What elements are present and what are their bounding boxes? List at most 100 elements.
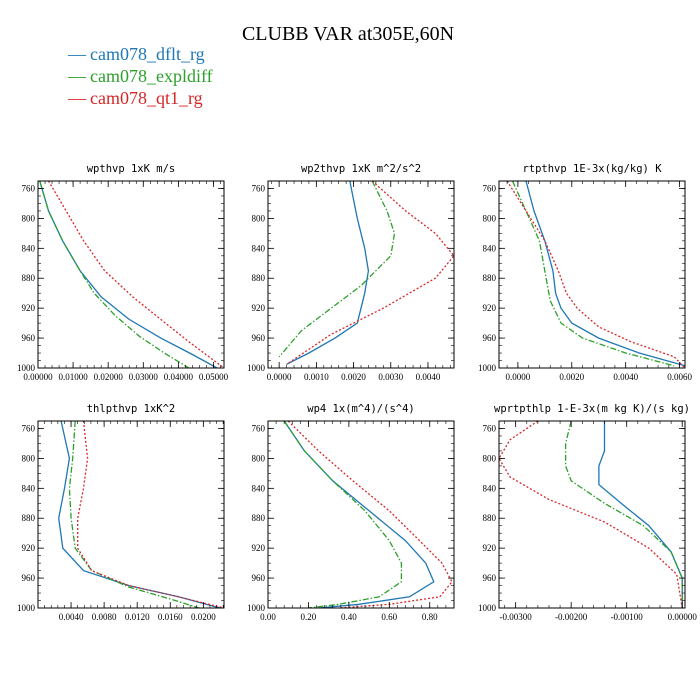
y-tick-label: 960 <box>483 573 497 583</box>
x-tick-label: 0.0010 <box>304 372 329 382</box>
legend-label-expldiff: cam078_expldiff <box>90 66 213 86</box>
series-line-2 <box>39 181 190 368</box>
series-line-2 <box>68 421 200 608</box>
y-tick-label: 1000 <box>247 603 266 613</box>
x-tick-label: -0.00100 <box>611 612 644 622</box>
panel-title: wprtpthlp 1-E-3x(m kg K)/(s kg) <box>494 403 690 415</box>
y-tick-label: 840 <box>22 243 36 253</box>
y-tick-label: 880 <box>252 513 266 523</box>
x-tick-label: 0.03000 <box>129 372 159 382</box>
series-line-3 <box>499 421 683 608</box>
x-tick-label: 0.02000 <box>94 372 124 382</box>
panel-6: wprtpthlp 1-E-3x(m kg K)/(s kg) 760 800 840… <box>478 403 697 622</box>
x-tick-label: 0.0020 <box>559 372 584 382</box>
y-tick-label: 960 <box>252 333 266 343</box>
figure-title: CLUBB VAR at305E,60N <box>242 23 454 45</box>
x-tick-label: -0.00300 <box>500 612 533 622</box>
series-line-3 <box>287 421 453 608</box>
y-tick-label: 800 <box>483 453 497 463</box>
y-tick-label: 920 <box>22 303 36 313</box>
y-tick-label: 760 <box>22 423 36 433</box>
y-tick-label: 880 <box>483 273 497 283</box>
series-line-2 <box>511 181 675 367</box>
panel-title: wp4 1x(m^4)/(s^4) <box>307 403 414 415</box>
legend-label-dflt: cam078_dflt_rg <box>90 44 205 64</box>
plot-frame <box>498 420 686 609</box>
y-tick-label: 760 <box>252 183 266 193</box>
series-line-3 <box>286 181 454 365</box>
series-line-2 <box>278 181 396 358</box>
y-tick-label: 880 <box>22 273 36 283</box>
series-line-2 <box>283 421 403 608</box>
series-line-1 <box>286 181 370 365</box>
x-tick-label: 0.05000 <box>199 372 229 382</box>
x-tick-label: 0.0060 <box>667 372 692 382</box>
y-tick-label: 760 <box>22 183 36 193</box>
y-tick-label: 920 <box>483 543 497 553</box>
x-tick-label: 0.00000 <box>23 372 53 382</box>
y-tick-label: 800 <box>22 213 36 223</box>
x-tick-label: 0.04000 <box>164 372 194 382</box>
y-tick-label: 760 <box>252 423 266 433</box>
panel-5: wp4 1x(m^4)/(s^4)76080084088092096010000… <box>247 403 455 622</box>
y-tick-label: 840 <box>252 483 266 493</box>
panel-1: wpthvp 1xK m/s 760 800 840 880 920 960 10000.00… <box>17 163 229 382</box>
x-tick-label: 0.0030 <box>378 372 403 382</box>
y-tick-label: 920 <box>252 303 266 313</box>
y-tick-label: 800 <box>22 453 36 463</box>
y-tick-label: 880 <box>22 513 36 523</box>
legend-mark-qt1: — <box>67 88 87 108</box>
x-tick-label: 0.0200 <box>191 612 216 622</box>
legend-mark-dflt: — <box>67 44 87 64</box>
x-tick-label: 0.0040 <box>613 372 638 382</box>
y-tick-label: 800 <box>483 213 497 223</box>
x-tick-label: 0.0120 <box>125 612 150 622</box>
y-tick-label: 840 <box>22 483 36 493</box>
y-tick-label: 920 <box>22 543 36 553</box>
panel-2: wp2thvp 1xK m^2/s^2 760 800 840 880 920 960 100… <box>247 163 455 382</box>
series-line-1 <box>283 421 435 608</box>
panel-title: wpthvp 1xK m/s <box>87 163 176 175</box>
y-tick-label: 800 <box>252 213 266 223</box>
series-line-3 <box>506 181 685 368</box>
y-tick-label: 960 <box>22 573 36 583</box>
legend: — cam078_dflt_rg — cam078_expldiff — cam… <box>67 44 213 108</box>
series-line-1 <box>525 181 685 367</box>
y-tick-label: 960 <box>483 333 497 343</box>
panel-4: thlpthvp 1xK^2 760 800 840 880 920 960 1000 0.00… <box>17 403 225 622</box>
y-tick-label: 920 <box>252 543 266 553</box>
panels: wpthvp 1xK m/s76080084088092096010000.00… <box>17 163 697 622</box>
series-line-2 <box>564 421 683 608</box>
x-tick-label: 0.80 <box>422 612 438 622</box>
y-tick-label: 960 <box>252 573 266 583</box>
plot-frame <box>37 420 225 609</box>
y-tick-label: 1000 <box>17 363 36 373</box>
x-tick-label: 0.20 <box>301 612 317 622</box>
series-line-1 <box>39 181 218 368</box>
legend-mark-expldiff: — <box>67 66 87 86</box>
y-tick-label: 840 <box>252 243 266 253</box>
x-tick-label: 0.01000 <box>58 372 88 382</box>
panel-title: thlpthvp 1xK^2 <box>87 403 176 415</box>
y-tick-label: 1000 <box>17 603 36 613</box>
x-tick-label: -0.00200 <box>555 612 588 622</box>
x-tick-label: 0.00 <box>260 612 276 622</box>
y-tick-label: 960 <box>22 333 36 343</box>
y-tick-label: 920 <box>483 303 497 313</box>
x-tick-label: 0.60 <box>381 612 397 622</box>
y-tick-label: 760 <box>483 423 497 433</box>
panel-title: rtpthvp 1E-3x(kg/kg) K <box>522 163 662 175</box>
series-line-1 <box>58 421 221 608</box>
x-tick-label: 0.0040 <box>416 372 441 382</box>
y-tick-label: 880 <box>252 273 266 283</box>
x-tick-label: 0.0020 <box>341 372 366 382</box>
x-tick-label: 0.40 <box>341 612 357 622</box>
panel-title: wp2thvp 1xK m^2/s^2 <box>301 163 421 175</box>
plot-frame <box>267 420 455 609</box>
x-tick-label: 0.0040 <box>59 612 84 622</box>
y-tick-label: 1000 <box>247 363 266 373</box>
series-line-3 <box>47 181 224 368</box>
y-tick-label: 1000 <box>478 363 497 373</box>
x-tick-label: 0.0000 <box>267 372 292 382</box>
